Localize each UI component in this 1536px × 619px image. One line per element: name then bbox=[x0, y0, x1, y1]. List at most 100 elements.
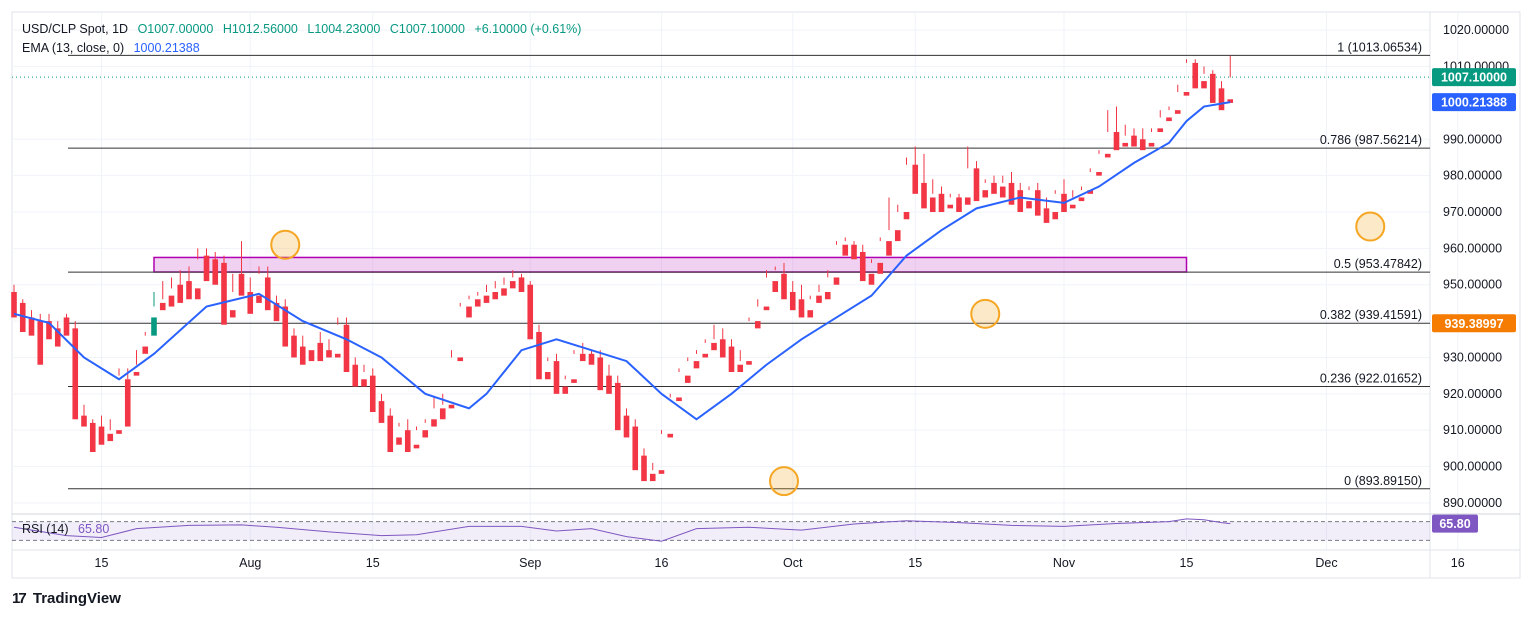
price-axis-label: 980.00000 bbox=[1443, 169, 1502, 183]
candle-down bbox=[378, 401, 385, 423]
price-axis-label: 930.00000 bbox=[1443, 350, 1502, 364]
candle-down bbox=[501, 288, 507, 296]
candle-down bbox=[789, 292, 796, 311]
candle-down bbox=[177, 284, 184, 303]
candle-down bbox=[72, 328, 79, 420]
candle-down bbox=[212, 259, 219, 285]
candle-down bbox=[186, 281, 192, 300]
rsi-legend[interactable]: RSI (14) 65.80 bbox=[22, 522, 115, 536]
time-axis-label: Sep bbox=[519, 556, 541, 570]
symbol-label[interactable]: USD/CLP Spot, 1D bbox=[22, 22, 129, 36]
last-price-tag: 1007.10000 bbox=[1441, 71, 1507, 85]
candle-down bbox=[457, 357, 464, 362]
ohlc-legend: USD/CLP Spot, 1D O1007.00000 H1012.56000… bbox=[22, 22, 587, 36]
candle-down bbox=[571, 379, 577, 383]
candle-down bbox=[947, 204, 954, 209]
candle-down bbox=[474, 299, 481, 307]
candle-down bbox=[597, 357, 604, 391]
candle-down bbox=[1078, 197, 1085, 202]
ema-price-tag: 1000.21388 bbox=[1441, 96, 1507, 110]
candle-down bbox=[247, 292, 254, 314]
candle-down bbox=[238, 273, 245, 296]
candle-down bbox=[291, 335, 297, 358]
candle-down bbox=[422, 430, 429, 438]
candle-down bbox=[894, 230, 901, 242]
candle-down bbox=[728, 346, 735, 372]
candle-down bbox=[833, 277, 840, 285]
fib-level-label: 0 (893.89150) bbox=[1344, 474, 1422, 488]
rsi-value: 65.80 bbox=[78, 522, 110, 536]
tradingview-brand[interactable]: 17 TradingView bbox=[12, 590, 121, 607]
candle-down bbox=[886, 241, 892, 256]
candle-down bbox=[1227, 99, 1234, 103]
candle-down bbox=[579, 353, 586, 362]
candle-down bbox=[737, 364, 744, 372]
candle-down bbox=[19, 302, 26, 332]
candle-down bbox=[1192, 62, 1199, 89]
candle-down bbox=[361, 379, 367, 387]
time-axis-label: Aug bbox=[239, 556, 261, 570]
candle-down bbox=[159, 302, 166, 311]
level-price-tag: 939.38997 bbox=[1444, 317, 1503, 331]
candle-down bbox=[466, 306, 472, 318]
change-value: +6.10000 (+0.61%) bbox=[474, 22, 582, 36]
candle-down bbox=[168, 295, 175, 307]
candle-down bbox=[1017, 190, 1024, 212]
open-value: O1007.00000 bbox=[137, 22, 214, 36]
candle-down bbox=[256, 295, 262, 303]
high-value: H1012.56000 bbox=[222, 22, 298, 36]
candle-down bbox=[28, 317, 35, 336]
candle-down bbox=[1174, 110, 1181, 114]
candle-down bbox=[824, 292, 831, 300]
candle-down bbox=[124, 379, 131, 427]
fib-level-label: 0.5 (953.47842) bbox=[1334, 257, 1422, 271]
candle-down bbox=[308, 350, 315, 362]
candle-down bbox=[1043, 208, 1050, 223]
fib-level-label: 0.236 (922.01652) bbox=[1320, 371, 1422, 385]
candle-down bbox=[483, 295, 490, 303]
candle-down bbox=[1148, 142, 1155, 147]
fib-level-label: 1 (1013.06534) bbox=[1337, 40, 1422, 54]
candle-down bbox=[693, 361, 700, 369]
candle-down bbox=[982, 190, 989, 198]
highlight-circle bbox=[1355, 211, 1386, 242]
price-axis-label: 960.00000 bbox=[1443, 241, 1502, 255]
candle-down bbox=[37, 321, 44, 365]
candle-down bbox=[903, 212, 910, 220]
time-axis-label: Nov bbox=[1053, 556, 1076, 570]
candle-down bbox=[396, 437, 402, 445]
candle-down bbox=[859, 252, 866, 282]
rsi-label: RSI (14) bbox=[22, 522, 69, 536]
candle-down bbox=[877, 262, 884, 274]
candle-down bbox=[229, 310, 236, 318]
level-price-tag-bg bbox=[1432, 314, 1516, 333]
candle-down bbox=[798, 299, 805, 318]
candle-down bbox=[413, 444, 420, 449]
last-price-tag-bg bbox=[1432, 68, 1516, 87]
candle-down bbox=[1166, 117, 1172, 122]
candle-down bbox=[711, 342, 717, 351]
candle-down bbox=[614, 382, 621, 431]
candle-down bbox=[588, 353, 595, 365]
candle-down bbox=[754, 321, 761, 329]
candle-down bbox=[352, 364, 359, 387]
chart-frame bbox=[11, 11, 1521, 579]
candle-down bbox=[527, 284, 534, 340]
ema-legend[interactable]: EMA (13, close, 0) 1000.21388 bbox=[22, 41, 206, 55]
candle-down bbox=[387, 415, 394, 452]
candle-down bbox=[938, 193, 945, 212]
candle-down bbox=[991, 182, 997, 194]
time-axis-label: Oct bbox=[783, 556, 803, 570]
candle-down bbox=[1069, 204, 1076, 209]
candle-down bbox=[553, 361, 560, 394]
time-axis-label: 16 bbox=[1451, 556, 1465, 570]
candle-up bbox=[151, 317, 157, 336]
candle-down bbox=[343, 324, 350, 372]
candle-down bbox=[851, 244, 857, 260]
candle-down bbox=[912, 164, 919, 194]
time-axis-label: Dec bbox=[1315, 556, 1337, 570]
candle-down bbox=[299, 346, 306, 365]
candle-down bbox=[1131, 135, 1137, 147]
candle-down bbox=[956, 197, 962, 212]
